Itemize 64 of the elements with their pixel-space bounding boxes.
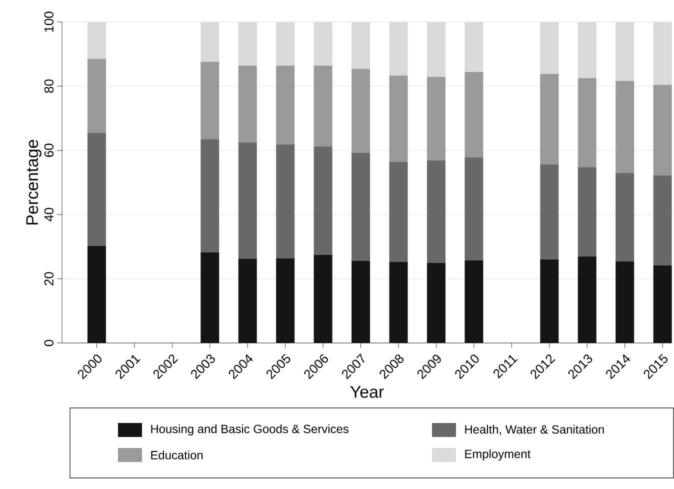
bar <box>464 157 484 260</box>
bar <box>314 22 332 66</box>
bar <box>616 81 634 173</box>
bar <box>389 262 408 343</box>
bar <box>426 160 446 264</box>
bar <box>238 22 257 66</box>
bar <box>200 139 220 252</box>
bar <box>540 164 559 260</box>
legend-label: Employment <box>465 449 531 461</box>
bar <box>352 22 370 69</box>
bar <box>87 58 106 133</box>
x-axis-title: Year <box>350 386 384 398</box>
bar <box>578 22 596 78</box>
bar <box>276 144 295 258</box>
bar <box>464 260 484 343</box>
bar <box>314 66 332 146</box>
bar <box>238 66 257 142</box>
bar <box>87 22 106 59</box>
bar <box>389 22 408 76</box>
bar <box>200 62 220 140</box>
y-tick-label: 80 <box>44 79 54 93</box>
bar <box>616 261 634 343</box>
bar <box>578 167 596 256</box>
legend-label: Housing and Basic Goods & Services <box>151 424 348 436</box>
bar <box>314 146 332 255</box>
bar <box>276 66 295 144</box>
bar <box>426 22 446 77</box>
bar <box>464 72 484 158</box>
bar <box>616 172 634 262</box>
bar <box>540 74 559 165</box>
bar <box>389 162 408 262</box>
y-axis-title: Percentage <box>26 140 42 224</box>
bar <box>200 252 220 343</box>
bar <box>426 76 446 160</box>
bar <box>276 258 295 343</box>
bar <box>653 265 672 343</box>
bar <box>352 260 370 343</box>
legend-label: Health, Water & Sanitation <box>465 424 604 436</box>
bar <box>464 22 484 72</box>
bar <box>578 256 596 343</box>
bar <box>616 22 634 82</box>
bar <box>540 260 559 343</box>
bar <box>238 142 257 259</box>
bar <box>653 22 672 85</box>
y-tick-label: 100 <box>44 12 54 32</box>
bar <box>314 254 332 343</box>
bar <box>200 22 220 62</box>
y-tick-label: 20 <box>44 272 54 286</box>
legend-label: Education <box>151 450 203 460</box>
bar <box>352 152 370 261</box>
bar <box>653 84 672 176</box>
bar <box>87 132 106 246</box>
bar <box>87 246 106 343</box>
bar <box>238 258 257 343</box>
bar <box>352 68 370 153</box>
bar <box>578 78 596 168</box>
bar <box>540 22 559 74</box>
bar <box>389 76 408 162</box>
y-tick-label: 60 <box>44 144 54 157</box>
y-tick-label: 40 <box>44 208 54 222</box>
bar <box>276 22 295 66</box>
bar <box>653 175 672 266</box>
y-tick-label: 0 <box>44 340 54 346</box>
bar <box>426 263 446 343</box>
